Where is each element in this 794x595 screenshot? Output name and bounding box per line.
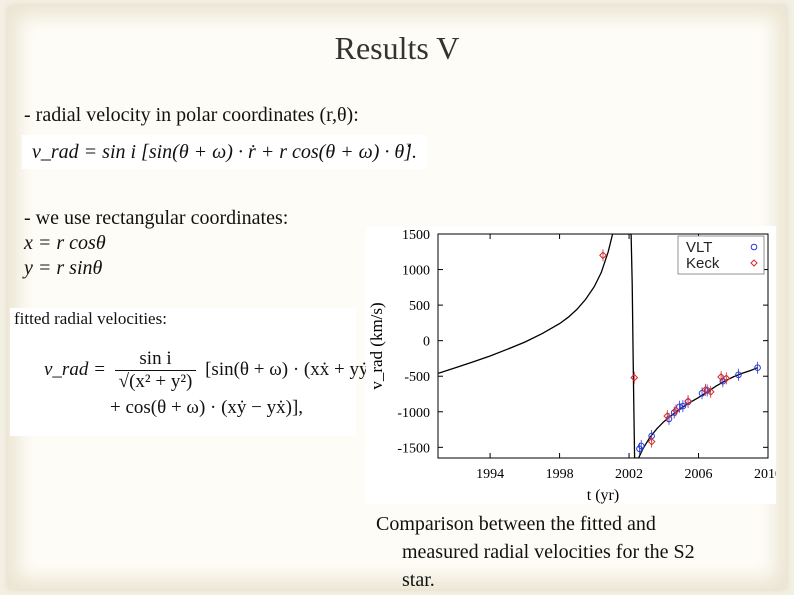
rectangular-coordinates-label: - we use rectangular coordinates: [24,207,289,229]
radial-velocity-chart: 1500 1000 500 0 -500 -1000 -1500 1994 1998 2002 20… [366,226,782,504]
keck-point [684,397,693,406]
keck-point [701,385,710,394]
formula-term-2: + cos(θ + ω) · (xẏ − yẋ)], [110,397,304,418]
x-tick-label: 1998 [546,467,574,482]
y-tick-label: 1000 [402,264,430,279]
plot-frame [437,233,769,459]
legend-box [677,235,765,275]
fitted-velocity-title: fitted radial velocities: [14,309,167,328]
x-definition: x = r cosθ [24,232,106,254]
x-axis-label: t (yr) [587,487,619,504]
keck-point [717,373,726,381]
vlt-point [665,415,673,423]
polar-coordinates-text: - radial velocity in polar coordinates (… [24,104,359,127]
formula-denominator: √(x² + y²) [118,371,193,392]
keck-point [672,406,680,415]
y-tick-label: 1500 [402,228,430,243]
keck-point [630,373,639,382]
keck-point [663,412,672,420]
caption-line-3: star. [402,569,435,591]
formula-lhs: v_rad = [44,358,106,380]
polar-velocity-formula: v_rad = sin i [sin(θ + ω) · ṙ + r cos(θ … [22,135,426,169]
chart-svg: 1500 1000 500 0 -500 -1000 -1500 1994 1998 2002 20… [367,228,782,504]
formula-term-1: [sin(θ + ω) · (xẋ + yẏ) [205,358,375,380]
keck-point [722,374,731,383]
polar-velocity-formula-text: v_rad = sin i [sin(θ + ω) · ṙ + r cos(θ … [32,141,418,163]
keck-point [599,251,607,260]
vlt-point [698,389,706,397]
y-tick-label: -1500 [397,441,430,456]
formula-numerator: sin i [114,348,197,371]
y-tick-label: 0 [423,335,430,350]
x-tick-label: 2010 [754,467,776,482]
slide-title: Results V [334,30,460,66]
keck-point [706,387,715,396]
y-definition: y = r sinθ [24,257,103,279]
legend-keck-marker [750,259,758,267]
legend-label: Keck [686,255,720,272]
y-tick-label: -500 [404,370,430,385]
fitted-velocity-formula: fitted radial velocities: v_rad = sin i … [10,308,375,436]
caption-line-1: Comparison between the fitted and [376,513,656,535]
legend-vlt-marker [750,243,758,251]
polar-coordinates-label: - radial velocity in polar coordinates (… [24,104,359,126]
vlt-point [735,371,742,379]
keck-point [647,437,656,446]
vlt-point [754,364,761,371]
y-tick-label: -1000 [397,406,430,421]
vlt-point [637,442,645,450]
vlt-point [679,402,687,410]
rectangular-coordinates-text: - we use rectangular coordinates: x = r … [24,206,288,281]
x-tick-label: 2006 [685,467,713,482]
figure-caption: Comparison between the fitted and measur… [376,510,770,594]
x-tick-label: 1994 [476,467,504,482]
legend-label: VLT [686,239,712,256]
fitted-velocity-equation: v_rad = sin i √(x² + y²) [sin(θ + ω) · (… [44,348,375,419]
y-axis-label: v_rad (km/s) [367,302,386,389]
vlt-point [676,403,683,411]
y-tick-label: 500 [409,299,430,314]
x-tick-label: 2002 [615,467,643,482]
caption-line-2: measured radial velocities for the S2 [402,541,695,563]
formula-fraction: sin i √(x² + y²) [114,348,197,393]
